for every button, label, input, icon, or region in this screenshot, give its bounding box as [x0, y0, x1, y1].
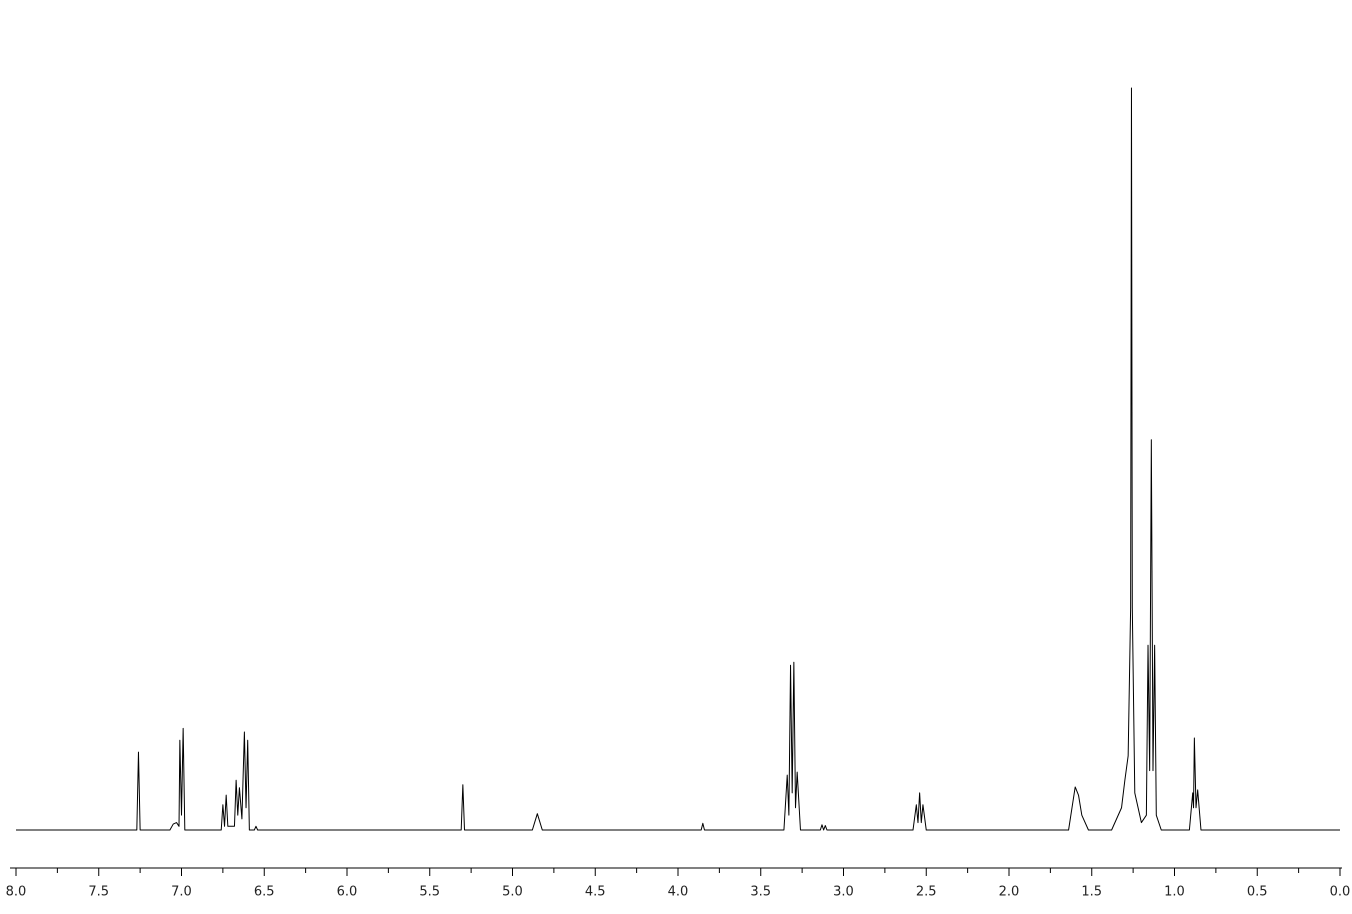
x-tick-label: 2.0: [999, 885, 1020, 900]
x-tick-label: 1.5: [1081, 885, 1102, 900]
x-tick-label: 7.0: [171, 885, 192, 900]
spectrum-line: [16, 87, 1340, 831]
x-tick-label: 5.0: [502, 885, 523, 900]
x-tick-label: 0.5: [1247, 885, 1268, 900]
x-tick-label: 3.0: [833, 885, 854, 900]
x-tick-label: 2.5: [916, 885, 937, 900]
x-tick-label: 4.0: [668, 885, 689, 900]
x-tick-label: 6.0: [337, 885, 358, 900]
x-tick-label: 4.5: [585, 885, 606, 900]
x-tick-label: 7.5: [88, 885, 109, 900]
x-tick-label: 5.5: [419, 885, 440, 900]
x-tick-label: 3.5: [750, 885, 771, 900]
x-tick-label: 0.0: [1330, 885, 1351, 900]
x-tick-label: 6.5: [254, 885, 275, 900]
x-tick-label: 8.0: [6, 885, 27, 900]
x-tick-label: 1.0: [1164, 885, 1185, 900]
